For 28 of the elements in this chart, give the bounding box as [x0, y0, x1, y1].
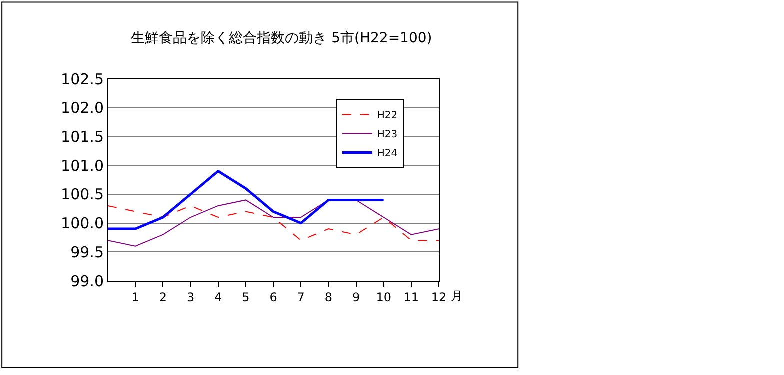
y-tick-label: 100.5	[61, 186, 104, 204]
line-series	[108, 205, 439, 242]
y-tick-label: 102.5	[61, 70, 104, 88]
y-tick-label: 99.5	[70, 243, 104, 262]
y-tick-label: 100.0	[61, 214, 104, 233]
line-series	[108, 200, 439, 247]
x-axis-title: 月	[451, 289, 463, 303]
x-tick-label: 10	[376, 290, 392, 304]
line-series	[108, 170, 386, 230]
chart-title: 生鮮食品を除く総合指数の動き 5市(H22=100)	[131, 30, 432, 46]
x-tick-label: 9	[352, 290, 360, 304]
x-tick-label: 8	[324, 290, 332, 304]
legend-label: H22	[377, 110, 398, 122]
y-tick-label: 102.0	[61, 99, 104, 118]
x-tick-label: 5	[242, 290, 250, 304]
x-tick-label: 12	[431, 290, 447, 304]
y-tick-label: 101.0	[61, 156, 104, 175]
x-tick-label: 7	[297, 290, 305, 304]
y-tick-label: 101.5	[61, 128, 104, 146]
x-tick-label: 2	[159, 290, 167, 304]
x-tick-label: 3	[186, 290, 195, 304]
x-tick-label: 11	[404, 290, 420, 304]
x-tick-label: 6	[270, 290, 278, 304]
legend-label: H23	[377, 130, 398, 141]
y-tick-label: 99.0	[70, 272, 104, 290]
x-tick-label: 4	[214, 290, 222, 304]
x-tick-label: 1	[132, 290, 140, 304]
legend-label: H24	[377, 148, 398, 160]
